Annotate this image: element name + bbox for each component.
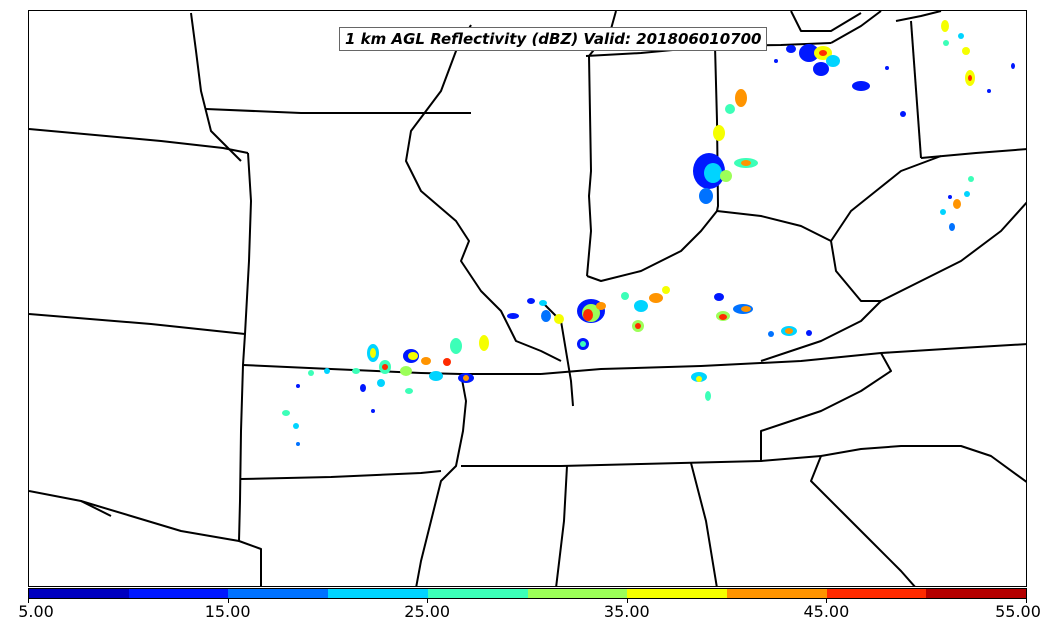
colorbar-label: 45.00 [803,602,850,621]
colorbar-tick [826,599,828,603]
colorbar-segment [826,589,927,598]
colorbar-label: 15.00 [204,602,251,621]
colorbar-segment [926,589,1027,598]
colorbar [28,588,1027,599]
colorbar-segment [29,589,129,598]
map-title: 1 km AGL Reflectivity (dBZ) Valid: 20180… [339,27,768,51]
map-svg [29,11,1026,586]
colorbar-label: 55.00 [995,602,1041,621]
colorbar-segment [228,589,329,598]
colorbar-tick [28,599,29,603]
state-boundaries [29,11,1026,586]
colorbar-tick [227,599,229,603]
colorbar-label: 35.00 [603,602,650,621]
colorbar-segment [627,589,727,598]
map-panel: 1 km AGL Reflectivity (dBZ) Valid: 20180… [28,10,1027,587]
radar-echoes [282,20,1015,446]
colorbar-label: 25.00 [404,602,451,621]
colorbar-segment [128,589,229,598]
colorbar-tick [626,599,628,603]
colorbar-segment [527,589,628,598]
colorbar-tick [427,599,429,603]
colorbar-label: 5.00 [18,602,54,621]
colorbar-segment [328,589,428,598]
colorbar-segment [726,589,827,598]
colorbar-segment [427,589,528,598]
colorbar-tick [1026,599,1027,603]
